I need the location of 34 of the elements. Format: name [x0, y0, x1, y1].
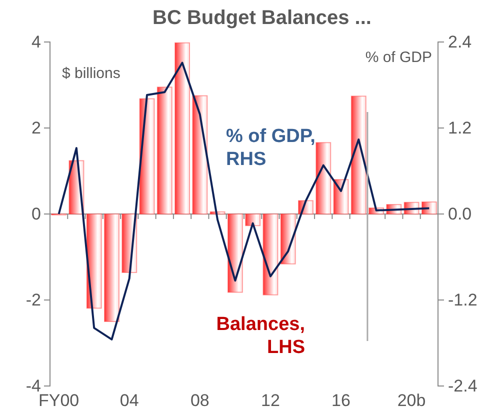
y2-axis-title: % of GDP — [365, 49, 432, 66]
bar — [104, 214, 120, 322]
bar — [262, 214, 278, 296]
x-tick-label: 08 — [190, 391, 210, 409]
bar — [280, 214, 296, 264]
y2-tick-label: 1.2 — [448, 118, 472, 138]
line-series — [58, 62, 430, 340]
bar — [86, 214, 102, 309]
series-label: % of GDP, RHS — [226, 126, 316, 170]
y2-tick-label: -2.4 — [448, 376, 478, 396]
bar — [192, 95, 208, 214]
y2-tick-label: 0.0 — [448, 204, 472, 224]
x-tick-label: 20b — [397, 391, 426, 409]
bar — [245, 214, 261, 226]
y2-tick-label: -1.2 — [448, 290, 478, 310]
x-tick-label: FY00 — [38, 391, 80, 409]
y-tick-label: -4 — [26, 376, 41, 396]
bar — [421, 201, 437, 214]
x-tick-label: 12 — [260, 391, 280, 409]
bar — [316, 142, 332, 214]
x-tick-label: 04 — [120, 391, 139, 409]
x-tick-label: 16 — [332, 391, 350, 409]
bar — [227, 214, 243, 293]
bar — [350, 96, 366, 214]
y-tick-label: 4 — [32, 32, 41, 52]
bar — [156, 86, 172, 214]
series-label: Balances, LHS — [216, 314, 305, 358]
chart-title: BC Budget Balances ... — [152, 7, 372, 29]
y2-tick-label: 2.4 — [448, 32, 472, 52]
y-tick-label: 2 — [32, 118, 41, 138]
y-axis-title: $ billions — [62, 65, 120, 82]
y-tick-label: -2 — [26, 290, 41, 310]
bar — [174, 42, 190, 214]
y-tick-label: 0 — [32, 204, 41, 224]
